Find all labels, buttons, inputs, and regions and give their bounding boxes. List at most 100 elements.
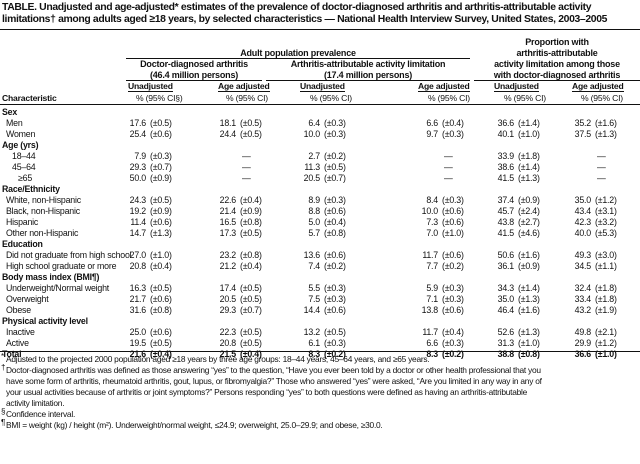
confidence-interval: (±0.7) bbox=[240, 305, 262, 315]
confidence-interval: (±0.6) bbox=[442, 217, 464, 227]
percent-value: 5.7 bbox=[308, 228, 320, 238]
row-label: Women bbox=[6, 129, 36, 139]
row-label: Hispanic bbox=[6, 217, 39, 227]
percent-value: 49.3 bbox=[574, 250, 592, 260]
confidence-interval: (±0.4) bbox=[240, 195, 262, 205]
percent-value: 16.3 bbox=[129, 283, 147, 293]
confidence-interval: (±0.9) bbox=[240, 206, 262, 216]
percent-value: 22.6 bbox=[219, 195, 237, 205]
header-proportion-line-4: with doctor-diagnosed arthritis bbox=[493, 70, 621, 80]
confidence-interval: (±0.5) bbox=[240, 327, 262, 337]
header-proportion-line-2: arthritis-attributable bbox=[516, 48, 598, 58]
percent-value: 24.4 bbox=[219, 129, 237, 139]
percent-value: 20.5 bbox=[303, 173, 321, 183]
header-doctor-persons: (46.4 million persons) bbox=[126, 70, 262, 81]
confidence-interval: (±0.9) bbox=[518, 261, 540, 271]
percent-value: 25.4 bbox=[129, 129, 147, 139]
percent-value: 14.4 bbox=[303, 305, 321, 315]
confidence-interval: (±1.0) bbox=[595, 349, 617, 359]
header-age-adjusted: Age adjusted bbox=[418, 81, 470, 92]
percent-value: 10.0 bbox=[303, 129, 321, 139]
percent-value: 33.9 bbox=[497, 151, 515, 161]
percent-value: 2.7 bbox=[308, 151, 320, 161]
header-limitation-persons: (17.4 million persons) bbox=[266, 70, 470, 81]
section-heading: Body mass index (BMI¶) bbox=[2, 272, 100, 282]
confidence-interval: (±0.9) bbox=[150, 173, 172, 183]
confidence-interval: (±0.3) bbox=[442, 283, 464, 293]
confidence-interval: (±0.3) bbox=[442, 129, 464, 139]
percent-value: 34.3 bbox=[497, 283, 515, 293]
percent-value: 38.6 bbox=[497, 162, 515, 172]
percent-value: 20.8 bbox=[219, 338, 237, 348]
confidence-interval: (±0.2) bbox=[324, 349, 346, 359]
percent-value: 18.1 bbox=[219, 118, 237, 128]
header-rule bbox=[0, 104, 640, 105]
footnote-text: have some form of arthritis, rheumatoid … bbox=[6, 376, 542, 386]
percent-value: 11.7 bbox=[422, 250, 438, 260]
percent-value: 21.7 bbox=[129, 294, 147, 304]
confidence-interval: (±0.4) bbox=[324, 217, 346, 227]
confidence-interval: (±1.3) bbox=[595, 129, 617, 139]
confidence-interval: (±3.1) bbox=[595, 206, 617, 216]
percent-value: 52.6 bbox=[497, 327, 515, 337]
row-label: Obese bbox=[6, 305, 31, 315]
percent-value: 17.3 bbox=[219, 228, 237, 238]
confidence-interval: (±0.4) bbox=[240, 261, 262, 271]
row-label: Black, non-Hispanic bbox=[6, 206, 80, 216]
footnote-text: BMI = weight (kg) / height (m²). Underwe… bbox=[6, 420, 383, 430]
percent-value: 11.7 bbox=[422, 327, 438, 337]
confidence-interval: (±0.5) bbox=[240, 283, 262, 293]
section-heading: Sex bbox=[2, 107, 18, 117]
percent-value: 23.2 bbox=[219, 250, 237, 260]
percent-value: 29.9 bbox=[574, 338, 592, 348]
percent-value: 33.4 bbox=[574, 294, 592, 304]
confidence-interval: (±0.5) bbox=[240, 228, 262, 238]
percent-value: 34.5 bbox=[574, 261, 592, 271]
row-label: 18–44 bbox=[12, 151, 36, 161]
confidence-interval: (±0.6) bbox=[150, 294, 172, 304]
percent-value: 7.9 bbox=[134, 151, 146, 161]
confidence-interval: (±0.5) bbox=[240, 338, 262, 348]
percent-value: 22.3 bbox=[219, 327, 237, 337]
percent-value: 7.0 bbox=[426, 228, 438, 238]
percent-value: 50.0 bbox=[129, 173, 147, 183]
confidence-interval: (±1.4) bbox=[518, 162, 540, 172]
confidence-interval: (±4.6) bbox=[518, 228, 540, 238]
confidence-interval: (±0.6) bbox=[442, 206, 464, 216]
no-data-dash: — bbox=[597, 162, 606, 172]
header-pct-ci: % (95% CI) bbox=[581, 93, 623, 103]
confidence-interval: (±0.5) bbox=[150, 338, 172, 348]
no-data-dash: — bbox=[597, 173, 606, 183]
bottom-rule bbox=[0, 351, 640, 352]
section-heading: Age (yrs) bbox=[2, 140, 39, 150]
percent-value: 36.6 bbox=[574, 349, 592, 359]
confidence-interval: (±1.2) bbox=[595, 338, 617, 348]
row-label: White, non-Hispanic bbox=[6, 195, 81, 205]
row-label: Total bbox=[2, 349, 22, 359]
percent-value: 46.4 bbox=[497, 305, 515, 315]
header-characteristic: Characteristic bbox=[2, 93, 57, 103]
percent-value: 49.8 bbox=[574, 327, 592, 337]
percent-value: 29.3 bbox=[129, 162, 147, 172]
confidence-interval: (±1.0) bbox=[150, 250, 172, 260]
row-label: Men bbox=[6, 118, 23, 128]
confidence-interval: (±0.8) bbox=[324, 228, 346, 238]
percent-value: 8.8 bbox=[308, 206, 320, 216]
percent-value: 40.1 bbox=[497, 129, 515, 139]
header-unadjusted: Unadjusted bbox=[494, 81, 539, 92]
row-label: ≥65 bbox=[18, 173, 33, 183]
percent-value: 21.2 bbox=[219, 261, 237, 271]
confidence-interval: (±0.7) bbox=[150, 162, 172, 172]
percent-value: 5.0 bbox=[308, 217, 320, 227]
percent-value: 8.4 bbox=[426, 195, 438, 205]
percent-value: 36.6 bbox=[497, 118, 515, 128]
percent-value: 20.8 bbox=[129, 261, 147, 271]
percent-value: 31.6 bbox=[129, 305, 147, 315]
confidence-interval: (±1.4) bbox=[518, 283, 540, 293]
confidence-interval: (±0.2) bbox=[442, 349, 464, 359]
percent-value: 13.2 bbox=[303, 327, 321, 337]
percent-value: 9.7 bbox=[426, 129, 438, 139]
percent-value: 14.7 bbox=[129, 228, 147, 238]
header-doctor-diagnosed: Doctor-diagnosed arthritis bbox=[140, 59, 248, 69]
percent-value: 17.4 bbox=[219, 283, 237, 293]
